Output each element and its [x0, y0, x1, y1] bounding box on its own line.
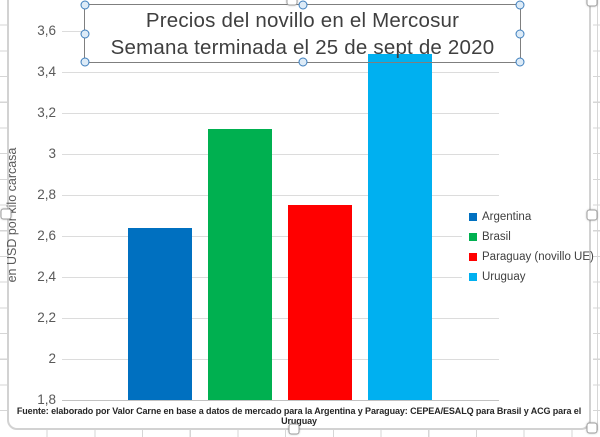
y-gridline — [62, 359, 499, 360]
y-gridline — [62, 277, 499, 278]
chart-handle-mid-left[interactable] — [0, 208, 12, 220]
y-tick-label: 2,2 — [37, 310, 56, 325]
titlebox-handle-top-right[interactable] — [515, 0, 525, 10]
y-tick-label: 3 — [48, 146, 56, 161]
x-axis-line — [62, 400, 499, 401]
y-tick-label: 3,6 — [37, 23, 56, 38]
chart-title-box[interactable]: Precios del novillo en el Mercosur Seman… — [80, 0, 525, 67]
chart-handle-top-right[interactable] — [586, 0, 598, 7]
chart-handle-top-center[interactable] — [286, 0, 298, 6]
y-tick-label: 3,4 — [37, 64, 56, 79]
bar-brasil[interactable] — [208, 129, 272, 400]
chart-subtitle: Semana terminada el 25 de sept de 2020 — [110, 35, 495, 59]
legend-label: Argentina — [482, 211, 532, 223]
y-tick-label: 2,4 — [37, 269, 56, 284]
y-tick-label: 3,2 — [37, 105, 56, 120]
y-tick-label: 2 — [48, 351, 56, 366]
chart-handle-bottom-right[interactable] — [586, 422, 598, 434]
bar-paraguay-novillo-ue[interactable] — [287, 205, 352, 400]
titlebox-handle-bottom-center[interactable] — [298, 57, 307, 67]
y-tick-label: 2,8 — [37, 187, 56, 202]
bar-uruguay[interactable] — [367, 53, 432, 400]
legend-label: Uruguay — [482, 271, 526, 283]
bar-argentina[interactable] — [128, 227, 192, 400]
chart-handle-mid-right[interactable] — [586, 209, 598, 221]
legend-label: Brasil — [482, 231, 511, 243]
y-gridline — [62, 154, 499, 155]
y-tick-label: 2,6 — [37, 228, 56, 243]
y-gridline — [62, 72, 499, 73]
titlebox-handle-mid-left[interactable] — [80, 29, 90, 38]
titlebox-handle-mid-right[interactable] — [515, 29, 525, 38]
y-gridline — [62, 236, 499, 237]
legend-swatch-icon — [469, 253, 477, 261]
y-tick-label: 1,8 — [37, 392, 56, 407]
titlebox-handle-top-center[interactable] — [298, 0, 307, 10]
legend-swatch-icon — [469, 273, 477, 281]
chart-source-note: Fuente: elaborado por Valor Carne en bas… — [16, 406, 582, 426]
legend-item[interactable]: Brasil — [462, 227, 589, 247]
chart-legend[interactable]: Argentina Brasil Paraguay (novillo UE) Urug… — [462, 202, 594, 290]
titlebox-handle-top-left[interactable] — [80, 0, 90, 10]
legend-label: Paraguay (novillo UE) — [482, 251, 594, 263]
chart-title: Precios del novillo en el Mercosur — [145, 8, 460, 32]
legend-item[interactable]: Paraguay (novillo UE) — [462, 247, 594, 267]
y-gridline — [62, 113, 499, 114]
legend-item[interactable]: Argentina — [462, 207, 589, 227]
worksheet-column-line — [597, 0, 598, 437]
titlebox-handle-bottom-left[interactable] — [80, 57, 90, 67]
legend-swatch-icon — [469, 213, 477, 221]
worksheet-bottom-gridlines — [0, 430, 600, 437]
y-gridline — [62, 318, 499, 319]
titlebox-handle-bottom-right[interactable] — [515, 57, 525, 67]
y-gridline — [62, 195, 499, 196]
legend-item[interactable]: Uruguay — [462, 267, 589, 287]
y-gridline — [62, 31, 86, 32]
chart-handle-bottom-center[interactable] — [288, 423, 300, 435]
legend-swatch-icon — [469, 233, 477, 241]
